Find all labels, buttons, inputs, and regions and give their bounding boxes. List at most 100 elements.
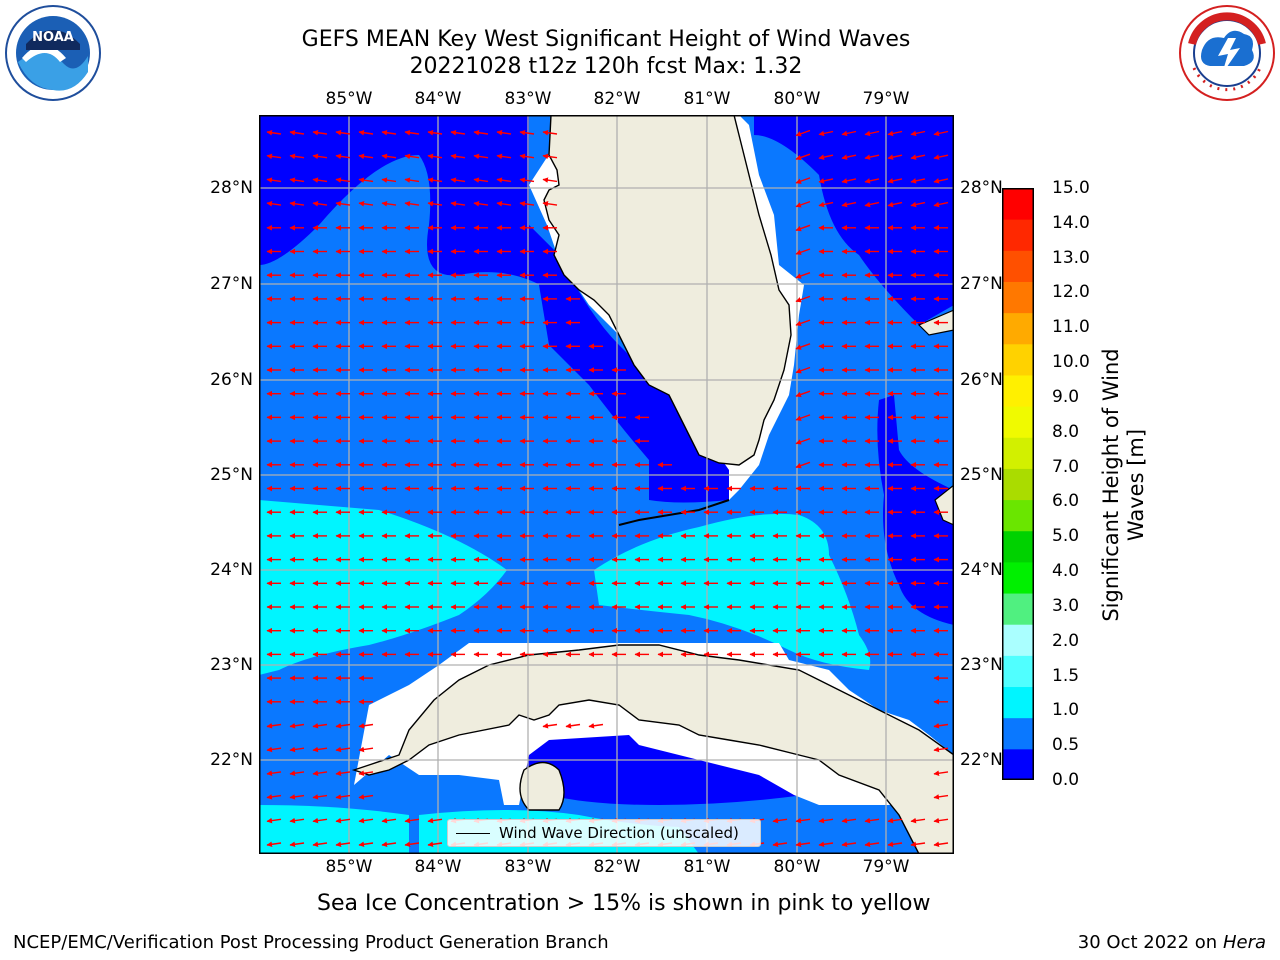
wind-wave-arrow <box>473 129 489 136</box>
wind-wave-arrow <box>358 817 374 824</box>
wind-wave-arrow <box>289 746 305 753</box>
colorbar-segment <box>1002 499 1034 532</box>
wind-wave-arrow <box>933 770 949 776</box>
lon-label-top-79w: 79°W <box>862 89 910 109</box>
wind-wave-arrow <box>818 817 834 824</box>
wind-wave-arrow <box>335 723 351 729</box>
lon-label-top-84w: 84°W <box>414 89 462 109</box>
wind-wave-arrow <box>795 177 811 184</box>
wind-wave-arrow <box>381 177 397 183</box>
footer-date-text: 30 Oct 2022 on <box>1077 932 1223 953</box>
map-gridlines <box>259 115 954 854</box>
wind-wave-arrow <box>381 841 397 848</box>
colorbar-label: Significant Height of Wind Waves [m] <box>1099 348 1148 622</box>
wind-wave-arrow <box>266 201 282 207</box>
chart-title: GEFS MEAN Key West Significant Height of… <box>301 27 911 52</box>
colorbar-tick-label: 0.0 <box>1052 770 1080 790</box>
wind-wave-arrow <box>933 817 949 824</box>
wind-wave-arrow <box>427 201 443 207</box>
wind-wave-arrow <box>312 841 328 848</box>
wind-wave-arrow <box>312 794 328 800</box>
noaa-logo: NOAA <box>5 5 101 101</box>
colorbar-segment <box>1002 530 1034 563</box>
wind-wave-arrow <box>312 153 328 160</box>
legend-label: Wind Wave Direction (unscaled) <box>499 824 739 842</box>
lat-label-right-28n: 28°N <box>960 178 1003 198</box>
wind-wave-arrow <box>795 319 811 327</box>
wind-wave-arrow <box>864 154 880 160</box>
lat-label-right-22n: 22°N <box>960 750 1003 770</box>
wind-wave-arrow <box>910 154 926 160</box>
lon-label-top-80w: 80°W <box>773 89 821 109</box>
wind-wave-arrow <box>795 272 811 279</box>
lon-label-bottom-82w: 82°W <box>593 857 641 877</box>
lat-label-left-27n: 27°N <box>210 274 253 294</box>
wind-wave-arrow <box>335 177 351 183</box>
wind-wave-direction-arrows <box>266 129 949 848</box>
wind-wave-arrow <box>542 201 558 207</box>
wind-wave-arrow <box>841 178 857 184</box>
wind-wave-arrow <box>381 201 397 207</box>
wind-wave-arrow <box>289 841 305 848</box>
lat-label-left-25n: 25°N <box>210 465 253 485</box>
wind-wave-arrow <box>266 841 282 848</box>
wind-wave-arrow <box>266 746 282 753</box>
wind-wave-arrow <box>266 770 282 776</box>
colorbar-tick-label: 1.0 <box>1052 700 1080 721</box>
wind-wave-arrow <box>427 841 443 848</box>
lat-label-left-22n: 22°N <box>210 750 253 770</box>
wind-wave-arrow <box>933 841 949 848</box>
wind-wave-arrow <box>312 770 328 776</box>
wind-wave-arrow <box>404 841 420 848</box>
wind-wave-arrow <box>289 723 305 729</box>
wind-wave-arrow <box>542 129 558 136</box>
lat-label-right-23n: 23°N <box>960 655 1003 675</box>
wind-wave-arrow <box>358 794 374 800</box>
sea-ice-note: Sea Ice Concentration > 15% is shown in … <box>317 891 931 916</box>
wind-wave-arrow <box>312 746 328 753</box>
wind-wave-arrow <box>266 153 282 160</box>
colorbar-tick-label: 8.0 <box>1052 421 1080 442</box>
lat-label-left-24n: 24°N <box>210 560 253 580</box>
lon-label-top-85w: 85°W <box>325 89 373 109</box>
wind-wave-arrow <box>496 177 512 183</box>
lon-label-top-83w: 83°W <box>504 89 552 109</box>
nws-logo <box>1179 5 1275 101</box>
chart-subtitle-run: 20221028 t12z 120h fcst Max: 1.32 <box>409 54 803 79</box>
wind-wave-arrow <box>404 177 420 183</box>
wind-wave-arrow <box>473 201 489 207</box>
colorbar-segment <box>1002 250 1034 282</box>
wind-wave-arrow <box>519 153 535 160</box>
land-bahamas <box>934 484 954 526</box>
wind-wave-arrow <box>818 178 834 184</box>
wind-wave-arrow <box>864 130 880 137</box>
land-isle-of-youth <box>519 761 565 811</box>
wind-wave-arrow <box>335 841 351 848</box>
wind-wave-arrow <box>358 153 374 160</box>
wind-wave-arrow <box>795 841 811 848</box>
wind-wave-arrow <box>266 129 282 136</box>
wind-wave-arrow <box>496 201 512 207</box>
wind-wave-arrow <box>496 153 512 160</box>
land-cuba <box>351 644 954 854</box>
wind-wave-arrow <box>933 201 949 208</box>
wind-wave-arrow <box>864 178 880 184</box>
wind-wave-arrow <box>335 129 351 136</box>
wind-wave-arrow <box>841 841 857 848</box>
colorbar-tick-label: 2.0 <box>1052 630 1080 651</box>
wind-wave-arrow <box>312 129 328 136</box>
lat-label-right-25n: 25°N <box>960 465 1003 485</box>
wind-wave-arrow <box>473 153 489 160</box>
lat-label-right-27n: 27°N <box>960 274 1003 294</box>
colorbar-tick-label: 9.0 <box>1052 386 1080 407</box>
wind-wave-arrow <box>427 153 443 160</box>
colorbar-tick-label: 15.0 <box>1052 178 1090 198</box>
colorbar-tick-label: 0.5 <box>1052 735 1080 756</box>
wind-wave-arrow <box>312 201 328 207</box>
colorbar-segment <box>1002 561 1034 594</box>
wind-wave-arrow <box>427 129 443 136</box>
wind-wave-arrow <box>795 200 811 208</box>
legend-line-swatch <box>456 832 490 834</box>
lon-label-bottom-83w: 83°W <box>504 857 552 877</box>
colorbar-segment <box>1002 374 1034 407</box>
